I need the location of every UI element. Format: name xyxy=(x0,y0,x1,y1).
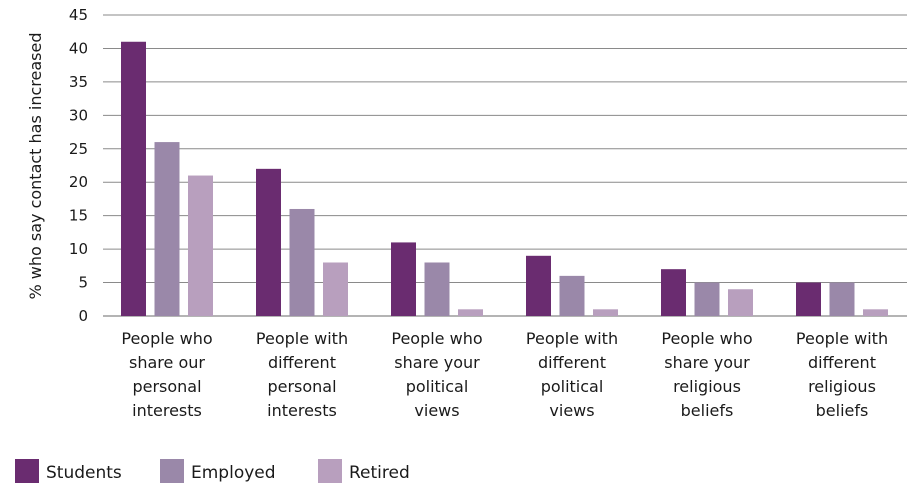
y-tick-label: 20 xyxy=(69,173,88,191)
y-tick-label: 5 xyxy=(78,274,88,292)
category-label-line: different xyxy=(808,353,876,372)
category-label-line: People with xyxy=(526,329,618,348)
category-label-3: People with different political views xyxy=(526,329,618,420)
bar-employed-1 xyxy=(289,208,315,316)
category-label-1: People with different personal interests xyxy=(256,329,348,420)
y-tick-label: 45 xyxy=(69,6,88,24)
legend-swatch xyxy=(160,459,184,483)
category-label-line: political xyxy=(541,377,604,396)
bar-retired-4 xyxy=(728,289,753,316)
gridlines xyxy=(103,14,907,317)
category-label-line: views xyxy=(414,401,459,420)
category-label-line: share your xyxy=(394,353,480,372)
category-label-line: political xyxy=(406,377,469,396)
bar-employed-4 xyxy=(694,282,720,316)
y-axis-tick-labels: 0 5 10 15 20 25 30 35 40 45 xyxy=(69,6,88,325)
category-label-line: share your xyxy=(664,353,750,372)
bar-retired-5 xyxy=(863,309,888,316)
y-tick-label: 25 xyxy=(69,140,88,158)
category-label-4: People who share your religious beliefs xyxy=(661,329,752,420)
bar-employed-3 xyxy=(559,275,585,316)
category-label-line: different xyxy=(538,353,606,372)
category-label-line: personal xyxy=(267,377,336,396)
category-label-0: People who share our personal interests xyxy=(121,329,212,420)
bar-retired-1 xyxy=(323,262,348,316)
legend-item-employed: Employed xyxy=(160,459,276,483)
legend-label: Students xyxy=(46,463,122,483)
category-label-line: share our xyxy=(129,353,205,372)
legend-label: Employed xyxy=(191,463,276,483)
category-label-line: religious xyxy=(808,377,876,396)
bar-employed-5 xyxy=(829,282,855,316)
bar-students-0 xyxy=(121,41,146,316)
legend-item-students: Students xyxy=(15,459,122,483)
category-label-line: interests xyxy=(267,401,337,420)
category-label-line: beliefs xyxy=(816,401,869,420)
y-tick-label: 35 xyxy=(69,73,88,91)
category-label-line: religious xyxy=(673,377,741,396)
category-label-line: People who xyxy=(661,329,752,348)
category-label-line: different xyxy=(268,353,336,372)
bar-retired-2 xyxy=(458,309,483,316)
bar-students-4 xyxy=(661,269,686,316)
bar-retired-0 xyxy=(188,175,213,316)
y-tick-label: 10 xyxy=(69,240,88,258)
x-axis-category-labels: People who share our personal interestsPeop… xyxy=(121,329,888,420)
bars xyxy=(121,41,888,316)
category-label-line: personal xyxy=(132,377,201,396)
bar-employed-2 xyxy=(424,262,450,316)
category-label-5: People with different religious beliefs xyxy=(796,329,888,420)
y-tick-label: 40 xyxy=(69,39,88,57)
legend-swatch xyxy=(15,459,39,483)
bar-students-1 xyxy=(256,168,281,316)
legend: Students Employed Retired xyxy=(15,459,410,483)
legend-swatch xyxy=(318,459,342,483)
category-label-line: People who xyxy=(121,329,212,348)
y-axis-title: % who say contact has increased xyxy=(26,32,45,299)
bar-students-5 xyxy=(796,282,821,316)
category-label-line: views xyxy=(549,401,594,420)
bar-employed-0 xyxy=(154,142,180,316)
category-label-line: People with xyxy=(256,329,348,348)
category-label-line: beliefs xyxy=(681,401,734,420)
y-tick-label: 30 xyxy=(69,106,88,124)
bar-retired-3 xyxy=(593,309,618,316)
y-tick-label: 0 xyxy=(78,307,88,325)
y-tick-label: 15 xyxy=(69,207,88,225)
legend-label: Retired xyxy=(349,463,410,483)
category-label-line: interests xyxy=(132,401,202,420)
legend-item-retired: Retired xyxy=(318,459,410,483)
bar-students-3 xyxy=(526,255,551,316)
category-label-line: People with xyxy=(796,329,888,348)
category-label-line: People who xyxy=(391,329,482,348)
bar-students-2 xyxy=(391,242,416,316)
category-label-2: People who share your political views xyxy=(391,329,482,420)
